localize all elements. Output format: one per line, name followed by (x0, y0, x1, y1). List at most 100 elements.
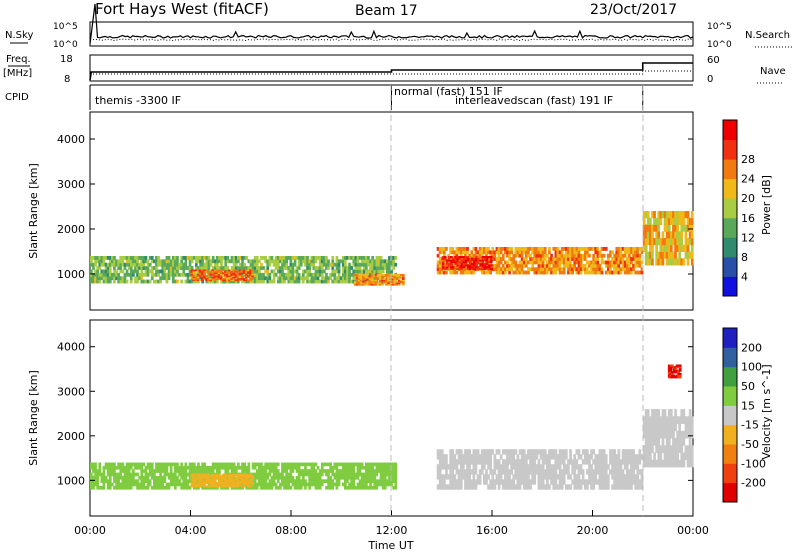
data-cell (228, 477, 231, 480)
data-cell (169, 272, 173, 277)
data-cell (144, 475, 148, 480)
data-cell (224, 473, 227, 476)
data-cell (642, 211, 646, 219)
data-cell (686, 430, 690, 439)
data-cell (453, 474, 457, 480)
data-cell (510, 267, 513, 272)
data-cell (92, 475, 95, 480)
data-cell (518, 449, 522, 455)
data-cell (251, 485, 255, 490)
data-cell (327, 259, 330, 264)
data-cell (253, 272, 257, 277)
data-cell (659, 423, 663, 432)
velocity-data (90, 364, 694, 490)
data-cell (621, 454, 625, 460)
data-cell (397, 274, 401, 276)
data-cell (541, 250, 545, 255)
data-cell (367, 465, 370, 470)
data-cell (211, 462, 215, 467)
data-cell (331, 465, 335, 470)
data-cell (613, 270, 616, 275)
data-cell (644, 423, 648, 432)
data-cell (215, 485, 219, 488)
data-cell (651, 423, 654, 432)
data-cell (638, 459, 642, 465)
data-cell (374, 275, 378, 278)
data-cell (674, 367, 677, 370)
data-cell (201, 485, 204, 490)
data-cell (506, 263, 509, 268)
data-cell (253, 485, 257, 490)
data-cell (569, 250, 572, 255)
data-cell (460, 262, 464, 265)
data-cell (289, 472, 293, 477)
data-cell (138, 266, 141, 270)
data-cell (356, 266, 360, 270)
data-cell (190, 475, 194, 478)
data-cell (318, 482, 322, 487)
data-cell (365, 266, 368, 270)
data-cell (375, 256, 379, 260)
data-cell (167, 272, 171, 277)
data-cell (272, 276, 276, 281)
data-cell (289, 479, 293, 483)
data-cell (504, 247, 507, 251)
data-cell (258, 272, 261, 277)
data-cell (213, 259, 217, 264)
data-cell (485, 469, 488, 475)
data-cell (588, 253, 591, 258)
data-cell (209, 465, 213, 470)
colorbar-frame (722, 327, 738, 503)
data-cell (134, 259, 137, 264)
data-cell (344, 482, 347, 487)
data-cell (394, 472, 398, 477)
data-cell (501, 247, 505, 251)
data-cell (234, 262, 238, 267)
y-tick-label: 4000 (57, 133, 85, 146)
data-cell (356, 465, 360, 470)
data-cell (615, 267, 619, 272)
data-cell (390, 475, 393, 480)
data-cell (506, 260, 509, 265)
data-cell (344, 262, 347, 267)
data-cell (369, 469, 372, 473)
data-cell (266, 272, 270, 277)
data-cell (451, 479, 455, 485)
data-cell (327, 485, 330, 490)
data-cell (375, 479, 379, 483)
data-cell (535, 270, 539, 275)
data-cell (176, 462, 179, 467)
data-cell (260, 472, 263, 477)
data-cell (387, 274, 390, 276)
data-cell (607, 474, 610, 480)
data-cell (287, 479, 291, 483)
data-cell (387, 282, 390, 285)
data-cell (638, 484, 642, 490)
data-cell (506, 459, 509, 465)
data-cell (165, 256, 169, 260)
data-cell (541, 247, 545, 251)
data-cell (497, 459, 501, 465)
colorbar-tick-label: 20 (741, 192, 755, 205)
data-cell (312, 475, 316, 480)
data-cell (381, 479, 385, 483)
data-cell (628, 247, 631, 251)
data-cell (337, 262, 341, 267)
data-cell (365, 269, 368, 274)
data-cell (579, 263, 583, 268)
data-cell (621, 474, 625, 480)
data-cell (459, 247, 463, 251)
data-cell (346, 472, 349, 477)
data-cell (171, 475, 175, 480)
data-cell (316, 475, 320, 480)
data-cell (504, 464, 507, 470)
data-cell (592, 247, 595, 251)
data-cell (150, 269, 154, 274)
data-cell (260, 276, 263, 281)
data-cell (653, 416, 656, 424)
data-cell (577, 469, 581, 475)
data-cell (276, 279, 280, 284)
data-cell (474, 484, 478, 490)
data-cell (680, 211, 684, 219)
data-cell (329, 475, 332, 480)
